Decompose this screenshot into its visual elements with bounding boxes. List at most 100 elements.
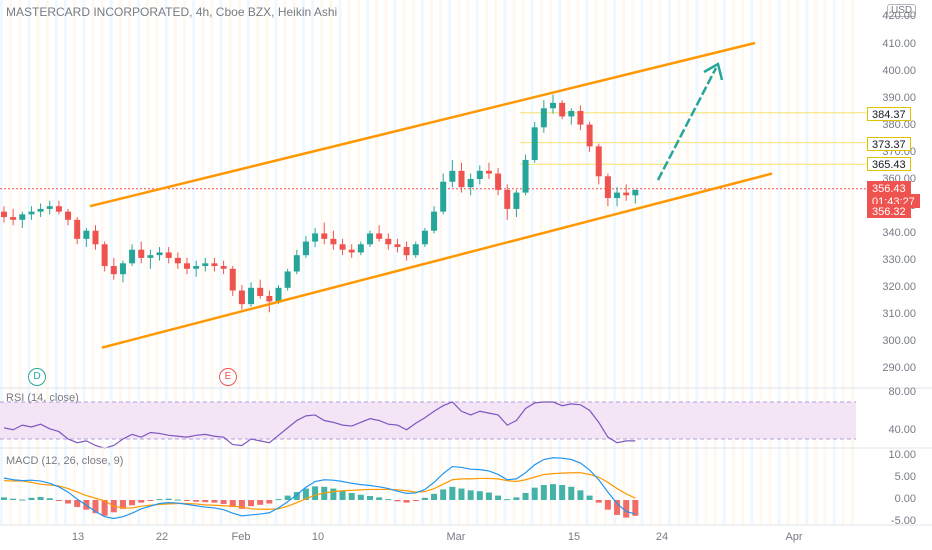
macd-pane <box>1 457 639 520</box>
candle-body <box>156 252 163 256</box>
candle-body <box>275 287 282 302</box>
session-stripe <box>384 0 388 525</box>
candle-body <box>174 257 181 264</box>
rsi-series <box>3 401 636 449</box>
macd-histogram-bar <box>293 492 300 500</box>
macd-histogram-bar <box>568 486 575 500</box>
session-stripe <box>713 0 717 525</box>
session-stripe <box>18 0 22 525</box>
candle-body <box>165 252 172 258</box>
candle-body <box>184 263 190 269</box>
session-stripe <box>356 0 360 525</box>
ascending-channel[interactable] <box>89 41 773 349</box>
projection-arrow[interactable] <box>656 62 724 181</box>
session-stripe <box>594 0 598 525</box>
macd-histogram-bar <box>156 499 163 501</box>
price-level-tag[interactable]: 365.43 <box>867 157 911 171</box>
candle-body <box>586 124 593 147</box>
session-stripe <box>530 0 534 525</box>
macd-histogram-bar <box>138 500 145 503</box>
chart-title: MASTERCARD INCORPORATED, 4h, Cboe BZX, H… <box>6 5 338 19</box>
candle-body <box>101 244 108 267</box>
session-stripe <box>823 0 827 525</box>
macd-tick: 5.00 <box>894 471 916 483</box>
candle-body <box>46 206 53 209</box>
session-stripe <box>603 0 607 525</box>
dividend-marker[interactable]: D <box>28 368 46 386</box>
macd-histogram-bar <box>467 490 474 500</box>
session-stripe <box>832 0 836 525</box>
session-stripe <box>420 0 424 525</box>
session-stripe <box>27 0 31 525</box>
candle-body <box>522 159 529 193</box>
candle-body <box>257 287 264 296</box>
candle-body <box>568 111 575 117</box>
candle-body <box>293 255 300 272</box>
macd-histogram-bar <box>394 500 401 502</box>
session-stripe <box>183 0 186 525</box>
candle-body <box>83 230 90 239</box>
session-stripe <box>301 0 305 525</box>
price-level-tag[interactable]: 373.37 <box>867 137 911 151</box>
price-level-tag[interactable]: 384.37 <box>867 107 911 121</box>
macd-histogram-bar <box>376 497 383 500</box>
last-price-tag[interactable]: 356.43 <box>867 181 911 195</box>
rsi-label[interactable]: RSI (14, close) <box>6 392 79 404</box>
candle-body <box>330 238 337 245</box>
session-stripe <box>256 0 260 525</box>
session-stripe <box>448 0 452 525</box>
rsi-tick: 80.00 <box>888 386 916 398</box>
time-tick: Mar <box>446 531 466 543</box>
macd-histogram-bar <box>476 491 483 500</box>
session-stripe <box>366 0 369 525</box>
session-stripe <box>585 0 589 525</box>
candle-body <box>467 179 474 188</box>
macd-histogram-bar <box>266 500 273 504</box>
currency-badge[interactable]: USD <box>887 4 917 17</box>
macd-histogram-bar <box>284 495 291 500</box>
session-stripe <box>155 0 159 525</box>
candle-body <box>28 211 35 215</box>
session-stripe <box>777 0 781 525</box>
candle-body <box>577 111 584 125</box>
candle-body <box>193 266 200 269</box>
candle-body <box>367 233 373 245</box>
session-stripe <box>457 0 461 525</box>
session-stripe <box>475 0 479 525</box>
candle-body <box>302 241 309 256</box>
session-stripe <box>192 0 196 525</box>
session-stripe <box>549 0 552 525</box>
session-stripe <box>741 0 745 525</box>
macd-label[interactable]: MACD (12, 26, close, 9) <box>6 455 124 467</box>
price-low-tag[interactable]: 356.32 <box>867 204 911 218</box>
macd-series <box>3 457 636 520</box>
macd-histogram-bar <box>238 500 245 509</box>
macd-histogram-bar <box>28 497 35 500</box>
candle-body <box>485 170 492 174</box>
macd-histogram-bar <box>330 488 337 500</box>
session-stripe <box>9 0 13 525</box>
session-stripe <box>576 0 580 525</box>
macd-histogram-bar <box>312 486 319 500</box>
session-stripe <box>201 0 205 525</box>
price-tick: 340.00 <box>882 227 916 239</box>
macd-histogram-bar <box>577 490 584 500</box>
earnings-marker[interactable]: E <box>219 368 237 386</box>
time-tick: Apr <box>785 531 803 543</box>
macd-histogram-bar <box>147 500 154 501</box>
candle-body <box>403 247 410 256</box>
macd-histogram-bar <box>65 500 72 504</box>
candle-body <box>623 192 630 196</box>
macd-histogram-bar <box>10 498 17 500</box>
macd-histogram-bar <box>202 500 209 503</box>
session-stripe <box>695 0 699 525</box>
macd-histogram-bar <box>367 496 373 500</box>
candle-body <box>1 211 7 218</box>
session-stripe <box>439 0 443 525</box>
macd-histogram-bar <box>403 500 410 503</box>
macd-tick: 10.00 <box>888 449 916 461</box>
candle-body <box>376 233 383 239</box>
session-stripe <box>91 0 95 525</box>
session-stripe <box>164 0 168 525</box>
